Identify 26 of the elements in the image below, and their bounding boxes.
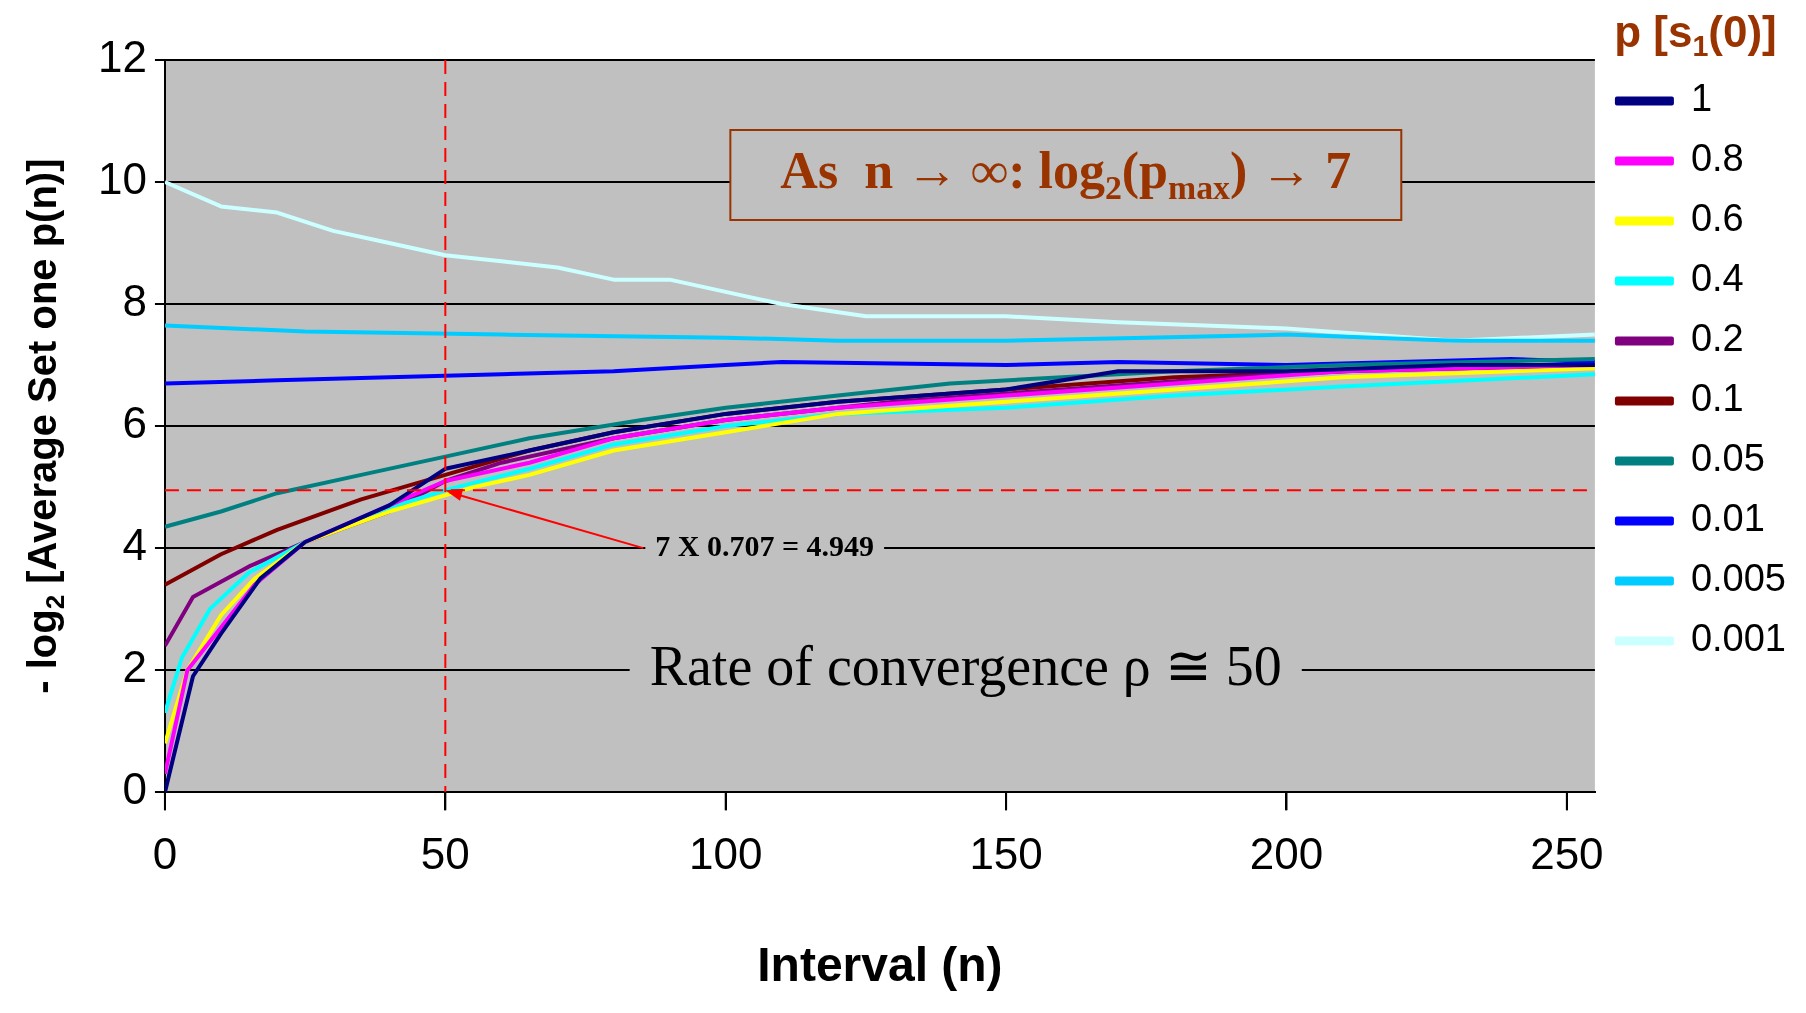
y-tick-label: 0 xyxy=(122,764,147,814)
y-axis-title: - log2 [Average Set one p(n)] xyxy=(20,158,71,694)
x-tick-label: 100 xyxy=(689,828,763,878)
legend-label: 0.01 xyxy=(1690,497,1765,540)
annotation: 7 X 0.707 = 4.949 xyxy=(655,528,875,562)
y-tick-label: 6 xyxy=(122,398,147,448)
y-tick-label: 8 xyxy=(122,276,147,326)
x-tick-label: 150 xyxy=(969,828,1043,878)
y-tick-label: 12 xyxy=(97,32,147,82)
x-tick-label: 200 xyxy=(1249,828,1324,878)
y-tick-label: 4 xyxy=(122,520,147,570)
legend-label: 0.4 xyxy=(1690,257,1744,300)
legend-label: 1 xyxy=(1690,77,1713,120)
y-tick-label: 10 xyxy=(97,154,147,204)
legend-label: 0.05 xyxy=(1690,437,1765,480)
x-tick-label: 50 xyxy=(420,828,470,878)
legend-label: 0.8 xyxy=(1690,137,1744,180)
x-tick-label: 250 xyxy=(1530,828,1604,878)
annotation: Rate of convergence ρ ≅ 50 xyxy=(649,634,1282,697)
legend-label: 0.6 xyxy=(1690,197,1744,240)
legend-label: 0.1 xyxy=(1690,377,1744,420)
y-tick-label: 2 xyxy=(122,642,147,692)
legend-label: 0.2 xyxy=(1690,317,1744,360)
x-axis-title: Interval (n) xyxy=(757,938,1003,992)
legend-label: 0.005 xyxy=(1690,557,1786,600)
legend-label: 0.001 xyxy=(1690,617,1786,660)
